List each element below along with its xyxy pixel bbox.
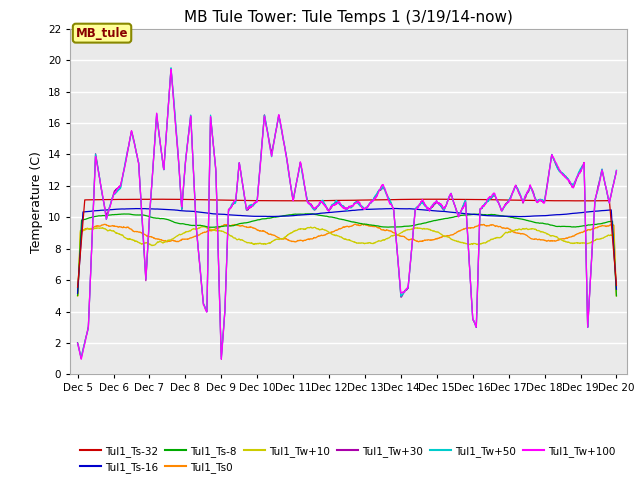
- Tul1_Ts0: [544, 238, 552, 243]
- Tul1_Ts-16: [612, 287, 620, 292]
- Tul1_Tw+100: [167, 66, 175, 72]
- Tul1_Tw+50: [167, 65, 175, 71]
- Tul1_Tw+100: [544, 176, 552, 182]
- Tul1_Ts-32: [304, 198, 312, 204]
- Line: Tul1_Tw+100: Tul1_Tw+100: [77, 69, 616, 360]
- Tul1_Ts-8: [304, 211, 312, 216]
- Tul1_Tw+10: [280, 235, 288, 240]
- Tul1_Ts-8: [612, 293, 620, 299]
- Tul1_Tw+10: [200, 224, 208, 229]
- Tul1_Ts-32: [135, 196, 143, 202]
- Line: Tul1_Ts-32: Tul1_Ts-32: [77, 199, 616, 287]
- Tul1_Ts-32: [612, 282, 620, 288]
- Line: Tul1_Tw+10: Tul1_Tw+10: [77, 227, 616, 296]
- Tul1_Ts-32: [167, 196, 175, 202]
- Tul1_Tw+100: [602, 186, 610, 192]
- Tul1_Ts-32: [544, 198, 552, 204]
- Tul1_Ts0: [602, 224, 610, 229]
- Y-axis label: Temperature (C): Temperature (C): [29, 151, 43, 252]
- Line: Tul1_Ts-8: Tul1_Ts-8: [77, 214, 616, 296]
- Tul1_Tw+50: [281, 143, 289, 149]
- Tul1_Tw+10: [74, 293, 81, 299]
- Tul1_Ts-16: [544, 213, 552, 218]
- Line: Tul1_Ts-16: Tul1_Ts-16: [77, 208, 616, 293]
- Tul1_Tw+30: [602, 186, 610, 192]
- Tul1_Ts-16: [304, 212, 312, 217]
- Tul1_Tw+100: [304, 200, 312, 206]
- Tul1_Ts-32: [602, 198, 610, 204]
- Tul1_Tw+10: [544, 231, 552, 237]
- Tul1_Ts-8: [544, 221, 552, 227]
- Tul1_Tw+50: [304, 199, 312, 205]
- Tul1_Ts-8: [74, 293, 81, 299]
- Tul1_Ts-8: [304, 211, 312, 216]
- Line: Tul1_Tw+50: Tul1_Tw+50: [77, 68, 616, 359]
- Tul1_Ts-8: [135, 212, 143, 218]
- Tul1_Tw+30: [544, 176, 552, 181]
- Tul1_Tw+50: [544, 177, 552, 183]
- Tul1_Ts0: [74, 293, 81, 299]
- Tul1_Tw+30: [281, 144, 289, 149]
- Tul1_Ts-32: [280, 198, 288, 204]
- Tul1_Ts-16: [390, 205, 398, 211]
- Tul1_Tw+30: [168, 70, 175, 75]
- Tul1_Tw+50: [74, 340, 81, 346]
- Line: Tul1_Tw+30: Tul1_Tw+30: [77, 69, 616, 358]
- Tul1_Ts0: [135, 229, 143, 235]
- Tul1_Tw+10: [602, 233, 610, 239]
- Tul1_Ts0: [351, 221, 359, 227]
- Text: MB_tule: MB_tule: [76, 27, 128, 40]
- Tul1_Tw+30: [612, 168, 620, 174]
- Line: Tul1_Ts0: Tul1_Ts0: [77, 224, 616, 296]
- Tul1_Tw+10: [304, 225, 312, 230]
- Tul1_Ts-8: [602, 219, 610, 225]
- Tul1_Tw+30: [167, 66, 175, 72]
- Tul1_Tw+100: [612, 168, 620, 174]
- Tul1_Tw+100: [218, 357, 225, 362]
- Legend: Tul1_Ts-32, Tul1_Ts-16, Tul1_Ts-8, Tul1_Ts0, Tul1_Tw+10, Tul1_Tw+30, Tul1_Tw+50,: Tul1_Ts-32, Tul1_Ts-16, Tul1_Ts-8, Tul1_…: [76, 442, 620, 477]
- Tul1_Ts0: [280, 236, 288, 242]
- Tul1_Tw+10: [135, 240, 143, 246]
- Tul1_Tw+10: [167, 237, 175, 243]
- Tul1_Tw+30: [77, 355, 85, 361]
- Tul1_Ts-8: [280, 213, 288, 218]
- Tul1_Tw+100: [167, 69, 175, 74]
- Tul1_Tw+50: [602, 185, 610, 191]
- Tul1_Ts-16: [602, 207, 610, 213]
- Tul1_Ts0: [304, 237, 312, 242]
- Tul1_Tw+10: [612, 293, 620, 299]
- Tul1_Ts0: [167, 238, 175, 244]
- Tul1_Tw+50: [135, 166, 143, 171]
- Tul1_Ts-16: [280, 213, 288, 219]
- Tul1_Ts-16: [135, 206, 143, 212]
- Tul1_Tw+100: [135, 168, 143, 173]
- Tul1_Tw+30: [136, 169, 143, 175]
- Tul1_Ts-8: [167, 218, 175, 224]
- Tul1_Tw+50: [612, 168, 620, 173]
- Tul1_Ts-32: [74, 284, 81, 290]
- Title: MB Tule Tower: Tule Temps 1 (3/19/14-now): MB Tule Tower: Tule Temps 1 (3/19/14-now…: [184, 10, 513, 25]
- Tul1_Tw+100: [281, 143, 289, 149]
- Tul1_Tw+50: [218, 356, 225, 362]
- Tul1_Ts-16: [74, 290, 81, 296]
- Tul1_Tw+30: [304, 199, 312, 205]
- Tul1_Ts-16: [167, 207, 175, 213]
- Tul1_Ts-32: [431, 196, 439, 202]
- Tul1_Tw+30: [74, 340, 81, 346]
- Tul1_Tw+50: [167, 67, 175, 72]
- Tul1_Tw+100: [74, 341, 81, 347]
- Tul1_Ts0: [612, 293, 620, 299]
